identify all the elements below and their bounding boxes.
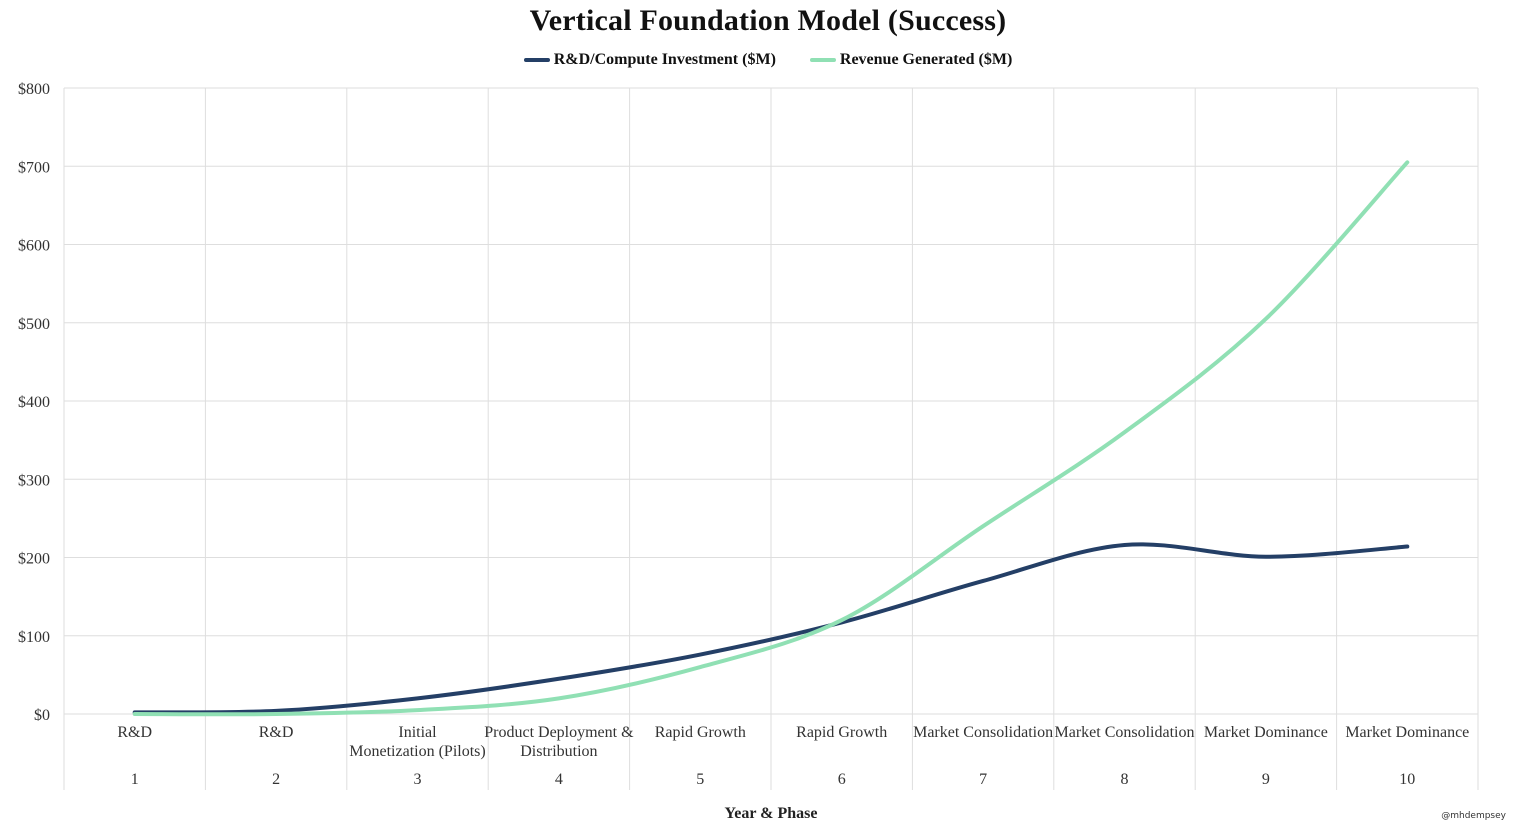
x-tick-label-phase: Rapid Growth (655, 724, 746, 741)
x-axis-label: Year & Phase (724, 805, 817, 822)
legend-item-revenue: Revenue Generated ($M) (809, 51, 1013, 69)
x-tick-label-year: 3 (414, 771, 422, 788)
x-tick-label-year: 2 (272, 771, 280, 788)
x-tick-label-year: 7 (979, 771, 987, 788)
x-tick-label-phase: Initial Monetization (Pilots) (349, 724, 485, 760)
x-tick-label-phase: R&D (117, 724, 152, 741)
x-tick-label-year: 6 (838, 771, 846, 788)
legend-swatch-revenue (809, 58, 836, 62)
y-tick-label: $100 (18, 629, 50, 646)
x-tick-label-year: 1 (131, 771, 139, 788)
x-tick-label-phase: Rapid Growth (796, 724, 887, 741)
x-tick-label-phase: Market Dominance (1204, 724, 1328, 741)
y-tick-label: $800 (18, 81, 50, 98)
watermark: @mhdempsey (1441, 811, 1506, 821)
legend-item-investment: R&D/Compute Investment ($M) (523, 51, 776, 69)
y-tick-label: $600 (18, 238, 50, 255)
x-tick-label-phase: Market Consolidation (913, 724, 1053, 741)
y-tick-label: $400 (18, 394, 50, 411)
series-line-revenue (132, 160, 1410, 717)
y-tick-label: $0 (34, 707, 50, 724)
legend-label-investment: R&D/Compute Investment ($M) (553, 51, 776, 68)
x-tick-label-phase: Market Consolidation (1055, 724, 1195, 741)
x-tick-label-year: 10 (1399, 771, 1415, 788)
y-tick-label: $200 (18, 551, 50, 568)
y-tick-label: $500 (18, 316, 50, 333)
series-line-investment (132, 542, 1410, 715)
x-tick-label-phase: Market Dominance (1345, 724, 1469, 741)
y-tick-label: $700 (18, 159, 50, 176)
x-tick-label-year: 9 (1262, 771, 1270, 788)
x-tick-label-year: 8 (1121, 771, 1129, 788)
x-tick-label-year: 4 (555, 771, 563, 788)
legend-label-revenue: Revenue Generated ($M) (839, 51, 1013, 68)
x-tick-label-phase: R&D (259, 724, 294, 741)
x-tick-label-phase: Product Deployment & Distribution (484, 724, 634, 760)
legend: R&D/Compute Investment ($M) Revenue Gene… (0, 51, 1536, 69)
chart-title: Vertical Foundation Model (Success) (529, 4, 1007, 37)
y-tick-label: $300 (18, 472, 50, 489)
legend-swatch-investment (523, 58, 550, 62)
x-tick-label-year: 5 (696, 771, 704, 788)
